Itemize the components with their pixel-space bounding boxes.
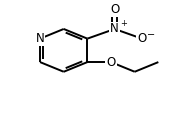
Text: −: −	[147, 30, 155, 40]
Text: O: O	[106, 56, 116, 69]
Text: N: N	[36, 32, 44, 45]
Text: +: +	[120, 19, 127, 28]
Text: N: N	[110, 22, 119, 35]
Text: O: O	[137, 32, 147, 45]
Text: O: O	[110, 3, 119, 16]
